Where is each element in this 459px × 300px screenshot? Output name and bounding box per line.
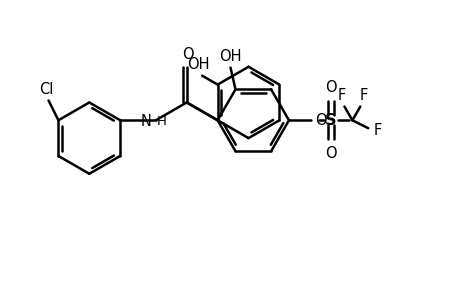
Text: O: O — [182, 47, 193, 62]
Text: S: S — [324, 113, 336, 128]
Text: F: F — [358, 88, 367, 103]
Text: OH: OH — [219, 49, 241, 64]
Text: F: F — [336, 88, 345, 103]
Text: O: O — [324, 146, 336, 161]
Text: H: H — [157, 115, 166, 128]
Text: Cl: Cl — [39, 82, 54, 98]
Text: O: O — [324, 80, 336, 94]
Text: O: O — [314, 113, 325, 128]
Text: OH: OH — [186, 57, 209, 72]
Text: F: F — [372, 123, 381, 138]
Text: N: N — [141, 114, 151, 129]
